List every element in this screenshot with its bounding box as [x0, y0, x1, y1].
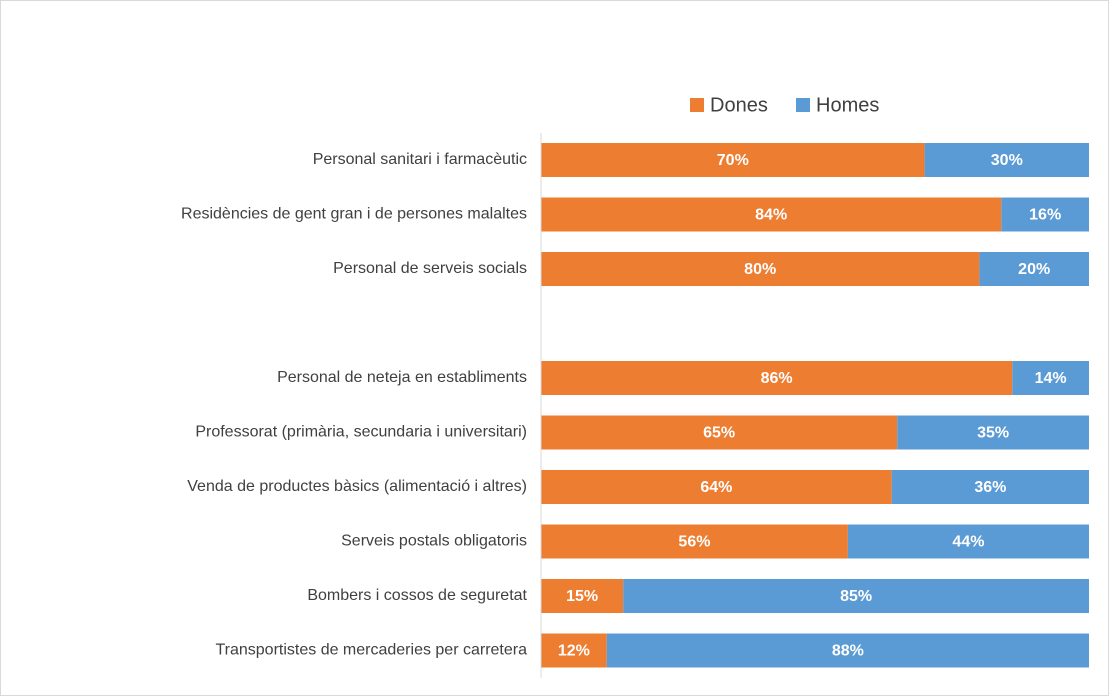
data-label: 86%	[761, 370, 793, 387]
legend-label: Dones	[710, 94, 768, 116]
data-label: 35%	[977, 425, 1009, 442]
data-label: 88%	[832, 643, 864, 660]
legend-label: Homes	[816, 94, 879, 116]
category-label: Residències de gent gran i de persones m…	[181, 206, 527, 223]
data-label: 56%	[678, 534, 710, 551]
category-label: Venda de productes bàsics (alimentació i…	[187, 478, 527, 495]
bar-segment	[541, 143, 925, 177]
legend-swatch	[690, 98, 704, 112]
data-label: 15%	[566, 588, 598, 605]
bar-segment	[541, 579, 624, 613]
data-label: 84%	[755, 207, 787, 224]
bar-segment	[891, 470, 1089, 504]
data-label: 44%	[952, 534, 984, 551]
bar-segment	[606, 633, 1089, 668]
category-label: Serveis postals obligatoris	[341, 533, 527, 550]
bar-segment	[541, 252, 980, 286]
bar-segment	[541, 470, 892, 504]
bar-segment	[847, 524, 1089, 559]
bar-segment	[979, 252, 1089, 286]
data-label: 85%	[840, 588, 872, 605]
category-label: Personal sanitari i farmacèutic	[313, 151, 527, 168]
bar-segment	[1012, 361, 1089, 395]
bar-segment	[541, 415, 898, 450]
legend-swatch	[796, 98, 810, 112]
bar-segment	[623, 579, 1089, 613]
data-label: 70%	[717, 152, 749, 169]
category-label: Transportistes de mercaderies per carret…	[215, 642, 527, 659]
data-label: 14%	[1035, 370, 1067, 387]
category-label: Personal de neteja en establiments	[277, 369, 527, 386]
data-label: 16%	[1029, 207, 1061, 224]
data-label: 12%	[558, 643, 590, 660]
bar-segment	[924, 143, 1089, 177]
bar-segment	[541, 197, 1002, 232]
bar-segment	[541, 361, 1013, 395]
data-label: 20%	[1018, 261, 1050, 278]
data-label: 65%	[703, 425, 735, 442]
bar-segment	[541, 524, 848, 559]
data-label: 36%	[974, 479, 1006, 496]
bar-segment	[541, 633, 607, 668]
data-label: 80%	[744, 261, 776, 278]
bar-segment	[897, 415, 1089, 450]
data-label: 30%	[991, 152, 1023, 169]
category-label: Personal de serveis socials	[333, 260, 527, 277]
category-label: Bombers i cossos de seguretat	[307, 587, 527, 604]
category-label: Professorat (primària, secundaria i univ…	[195, 424, 527, 441]
data-label: 64%	[700, 479, 732, 496]
bar-segment	[1001, 197, 1089, 232]
